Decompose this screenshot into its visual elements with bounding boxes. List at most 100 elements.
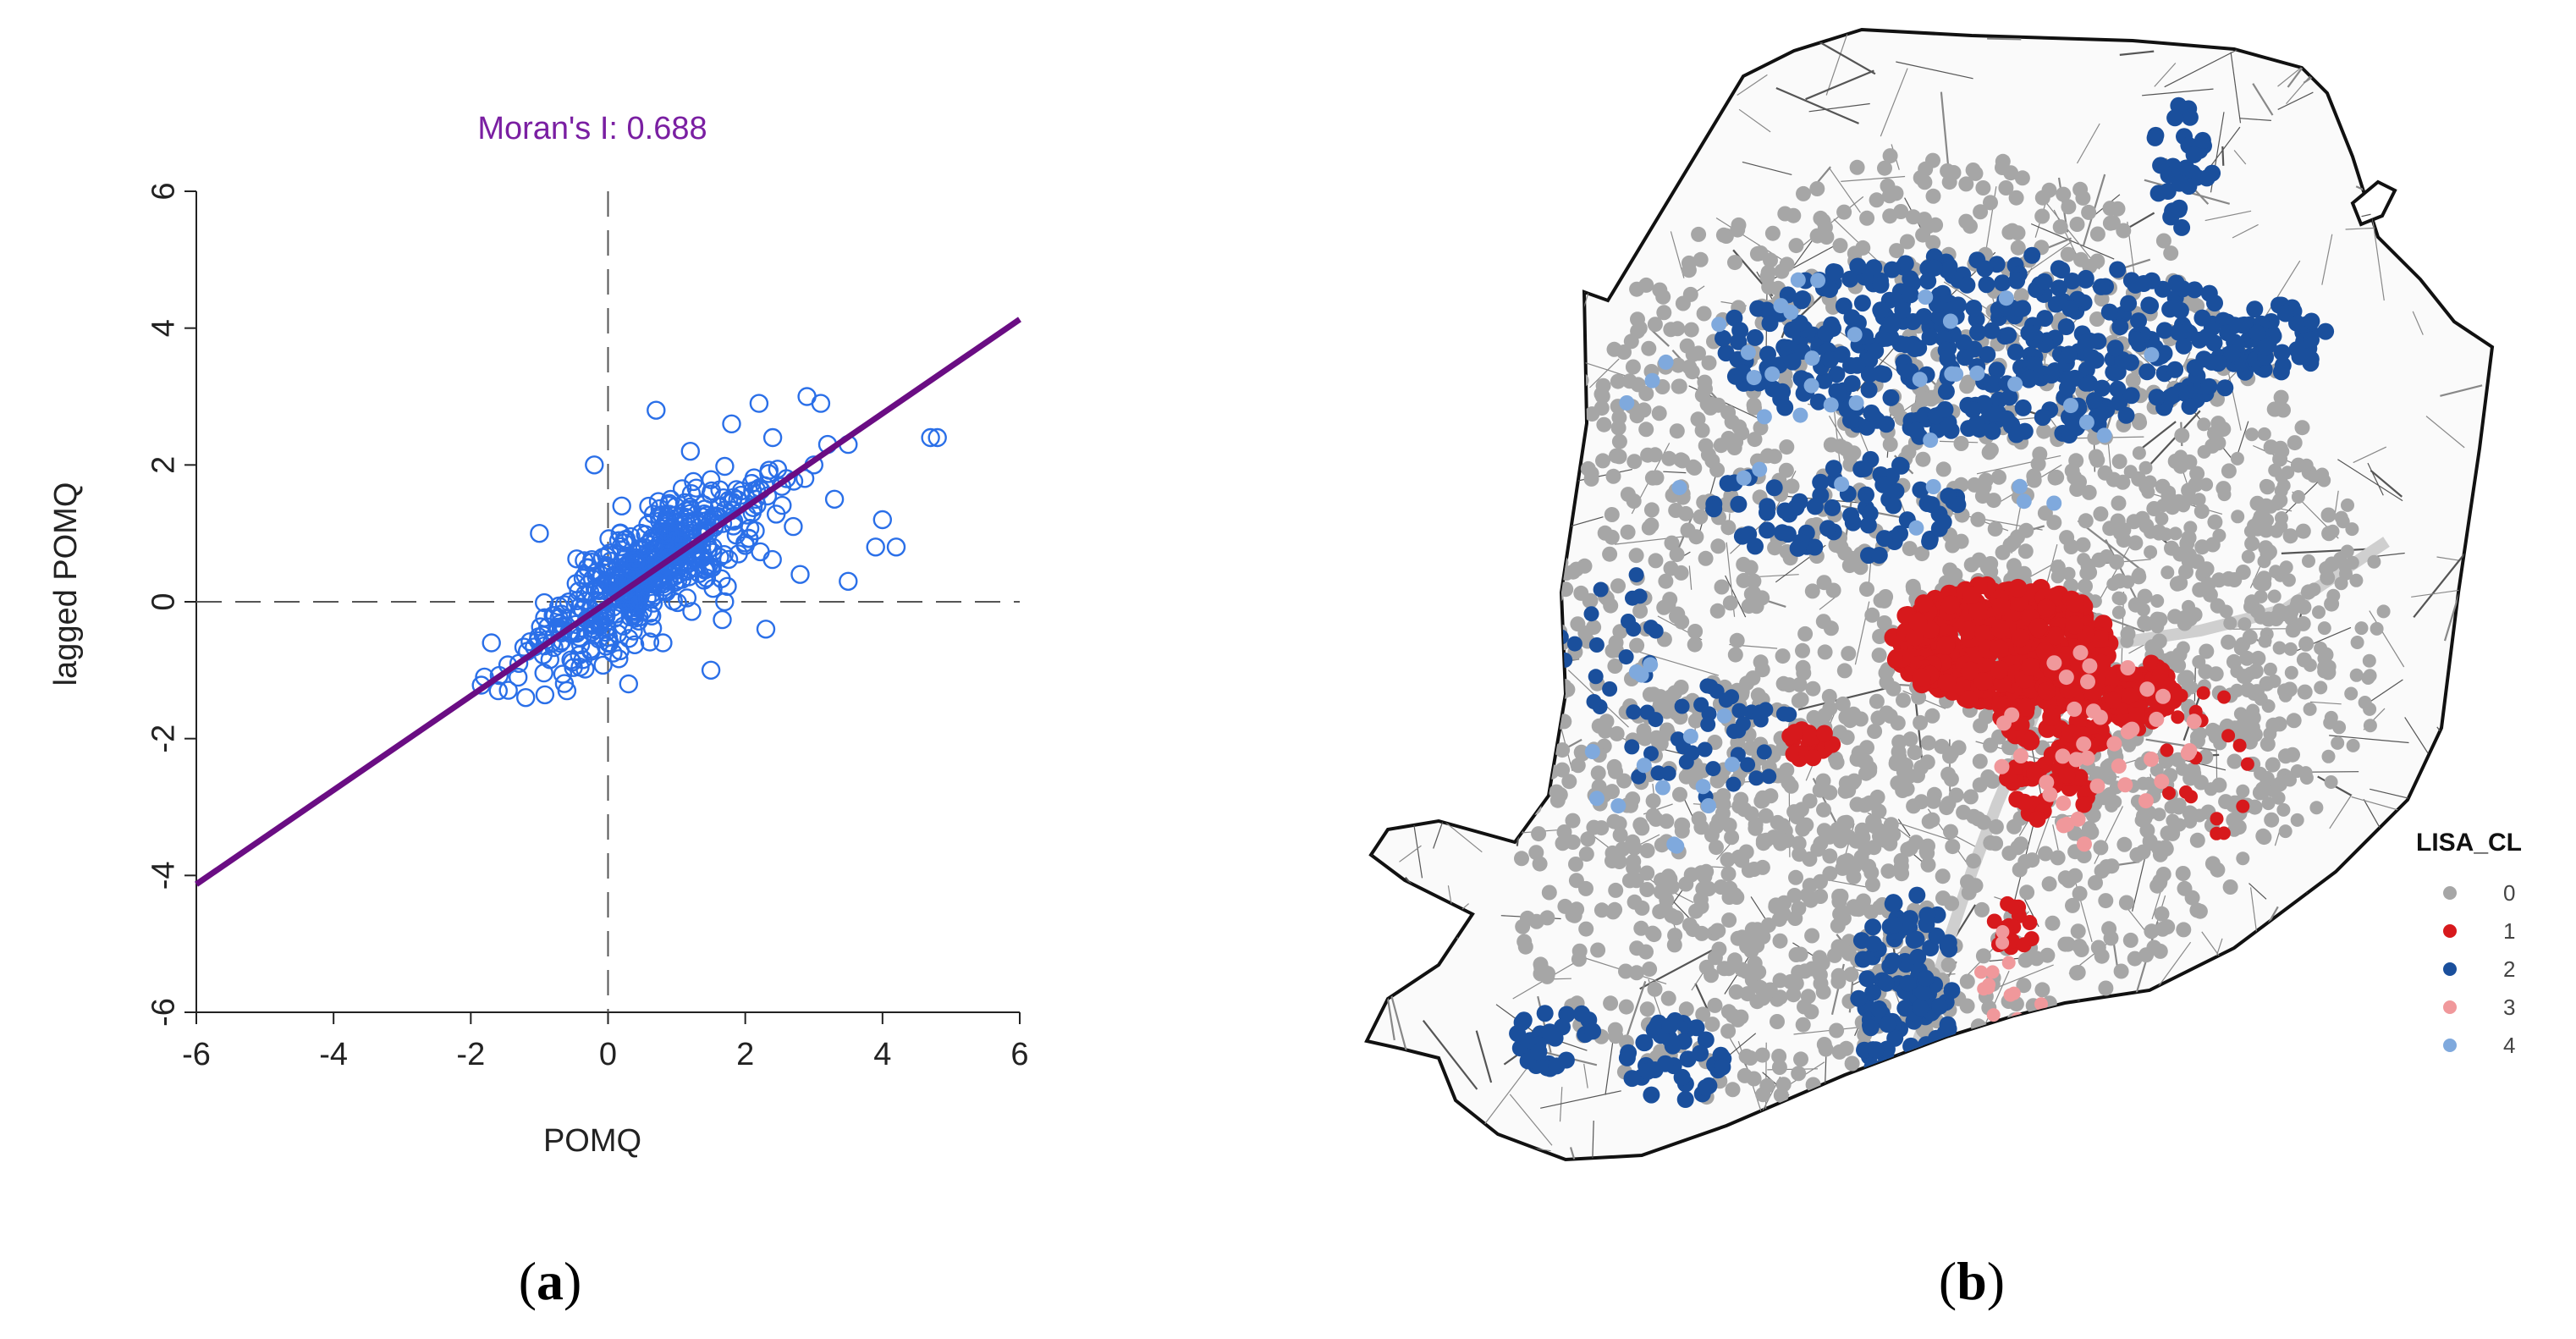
lisa-point — [1839, 814, 1855, 830]
lisa-point — [1684, 364, 1700, 380]
lisa-point — [1656, 1055, 1674, 1072]
lisa-point — [1593, 581, 1609, 598]
scatter-point — [674, 493, 695, 512]
lisa-point — [2080, 674, 2095, 690]
x-tick-label: 6 — [1010, 1037, 1028, 1072]
lisa-point — [2317, 664, 2331, 679]
lisa-point — [1795, 1017, 1811, 1033]
lisa-point — [2055, 748, 2071, 764]
lisa-point — [2254, 766, 2268, 780]
lisa-point — [1638, 277, 1654, 293]
street-segment — [2204, 210, 2252, 222]
lisa-point — [1891, 744, 1907, 760]
lisa-point — [2101, 921, 2117, 937]
lisa-point — [1819, 520, 1836, 537]
lisa-point — [1879, 1016, 1896, 1033]
lisa-point — [1987, 521, 2003, 537]
lisa-point — [2210, 355, 2227, 372]
lisa-point — [1589, 791, 1604, 807]
lisa-point — [1791, 692, 1807, 708]
lisa-point — [2117, 777, 2133, 793]
street-segment — [1615, 535, 1693, 545]
street-segment — [2164, 48, 2238, 88]
lisa-point — [1697, 1079, 1715, 1096]
lisa-point — [1943, 982, 1961, 1000]
lisa-point — [2170, 323, 2188, 341]
lisa-point — [1822, 866, 1838, 882]
street-segment — [2414, 166, 2445, 243]
street-segment — [2023, 1144, 2025, 1160]
lisa-point — [2008, 190, 2024, 206]
street-segment — [2425, 416, 2465, 449]
lisa-point — [2134, 510, 2150, 526]
street-segment — [1429, 84, 1434, 104]
lisa-point — [2230, 664, 2244, 679]
lisa-point — [1940, 595, 1960, 614]
lisa-point — [1707, 997, 1723, 1013]
island-shape — [2350, 179, 2397, 227]
lisa-point — [1914, 546, 1930, 562]
lisa-point — [2139, 681, 2155, 697]
scatter-point — [570, 627, 589, 647]
lisa-point — [2317, 322, 2335, 340]
street-segment — [2239, 1141, 2270, 1160]
lisa-point — [1628, 548, 1644, 564]
lisa-point — [2147, 126, 2165, 144]
street-segment — [1493, 306, 1522, 356]
lisa-point — [1861, 504, 1879, 522]
lisa-point — [1618, 649, 1634, 665]
lisa-point — [1619, 395, 1635, 411]
lisa-point — [1759, 521, 1776, 539]
lisa-point — [1902, 1037, 1920, 1055]
lisa-point — [2186, 359, 2204, 377]
street-segment — [1538, 198, 1562, 208]
lisa-point — [1643, 517, 1660, 533]
lisa-point — [1940, 957, 1957, 973]
scatter-point — [498, 681, 518, 700]
street-segment — [1892, 1143, 1917, 1160]
lisa-point — [1595, 453, 1610, 469]
lisa-point — [1568, 857, 1583, 872]
lisa-point — [1970, 511, 1986, 527]
lisa-point — [1584, 1022, 1602, 1040]
street-segment — [1626, 981, 1647, 1038]
lisa-point — [1663, 322, 1679, 338]
lisa-point — [1536, 1005, 1554, 1022]
lisa-point — [1531, 464, 1547, 480]
scatter-point — [921, 427, 940, 448]
lisa-point — [2017, 543, 2034, 559]
lisa-point — [1701, 798, 1716, 813]
lisa-point — [2010, 225, 2026, 241]
street-segment — [1494, 405, 1516, 480]
lisa-point — [2154, 774, 2170, 790]
street-segment — [2321, 234, 2333, 285]
lisa-point — [1606, 758, 1622, 774]
street-segment — [1569, 1147, 1591, 1160]
lisa-point — [1763, 252, 1778, 268]
lisa-point — [2047, 470, 2063, 486]
lisa-point — [1817, 324, 1835, 342]
lisa-point — [2077, 553, 2091, 567]
lisa-point — [2068, 453, 2084, 469]
street-segment — [1367, 683, 1422, 702]
lisa-point — [2148, 388, 2166, 406]
lisa-point — [1924, 708, 1940, 724]
lisa-point — [1969, 323, 1986, 341]
lisa-point — [2326, 524, 2340, 538]
lisa-point — [2073, 942, 2089, 957]
lisa-point — [2041, 876, 2057, 892]
street-segment — [2329, 735, 2409, 744]
lisa-point — [1968, 601, 1988, 620]
lisa-point — [2167, 274, 2185, 292]
scatter-point — [488, 681, 508, 701]
lisa-point — [2065, 615, 2084, 635]
street-segment — [1688, 565, 1693, 590]
lisa-point — [1664, 535, 1680, 551]
lisa-point — [2115, 474, 2131, 490]
lisa-point — [2123, 465, 2138, 479]
street-segment — [2053, 1105, 2080, 1160]
lisa-point — [1907, 422, 1925, 439]
lisa-point — [1660, 765, 1676, 781]
street-segment — [2440, 384, 2483, 397]
lisa-point — [1602, 546, 1618, 562]
